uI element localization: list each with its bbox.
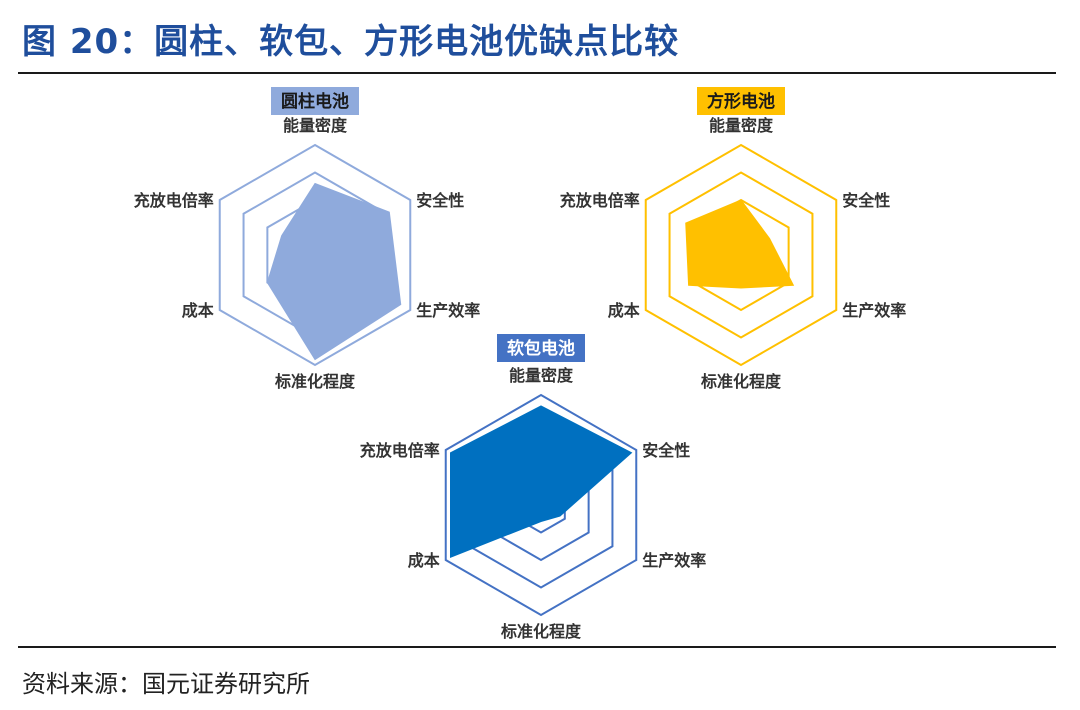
prismatic-axis-label: 能量密度	[709, 116, 774, 135]
cylindrical-axis-label: 生产效率	[416, 301, 480, 320]
pouch-axis-label: 成本	[408, 551, 440, 570]
pouch-axis-label: 充放电倍率	[360, 441, 440, 460]
cylindrical-grid-ring	[218, 143, 412, 367]
cylindrical-axis-label: 标准化程度	[274, 372, 356, 391]
pouch-axis-label: 安全性	[642, 441, 690, 460]
radar-charts: 能量密度安全性生产效率标准化程度成本充放电倍率圆柱电池能量密度安全性生产效率标准…	[134, 87, 906, 641]
prismatic-data-area	[685, 199, 795, 289]
cylindrical-data-area	[266, 182, 402, 361]
cylindrical-axis-label: 能量密度	[283, 116, 348, 135]
prismatic-axis-label: 标准化程度	[700, 372, 782, 391]
cylindrical-axis-label: 成本	[182, 301, 214, 320]
cylindrical-title-badge	[271, 87, 359, 115]
pouch-data-area	[450, 405, 633, 558]
prismatic-axis-label: 成本	[608, 301, 640, 320]
prismatic-grid-ring	[644, 143, 838, 367]
source-note: 资料来源：国元证券研究所	[22, 670, 310, 698]
prismatic-axis-label: 生产效率	[842, 301, 906, 320]
prismatic-axis-label: 充放电倍率	[560, 191, 640, 210]
pouch-title-badge	[497, 334, 585, 362]
page-title: 图 20：圆柱、软包、方形电池优缺点比较	[22, 22, 680, 62]
pouch-axis-label: 能量密度	[509, 366, 574, 385]
cylindrical-axis-label: 充放电倍率	[134, 191, 214, 210]
pouch-axis-label: 生产效率	[642, 551, 706, 570]
cylindrical-axis-label: 安全性	[416, 191, 464, 210]
prismatic-chart-title: 方形电池	[707, 91, 775, 112]
pouch-chart-title: 软包电池	[507, 338, 575, 359]
prismatic-axis-label: 安全性	[842, 191, 890, 210]
prismatic-title-badge	[697, 87, 785, 115]
pouch-grid-ring	[444, 393, 638, 617]
top-divider	[18, 72, 1056, 74]
prismatic-grid-ring	[668, 171, 814, 339]
pouch-axis-label: 标准化程度	[500, 622, 582, 641]
cylindrical-chart-title: 圆柱电池	[281, 91, 349, 112]
bottom-divider	[18, 646, 1056, 648]
